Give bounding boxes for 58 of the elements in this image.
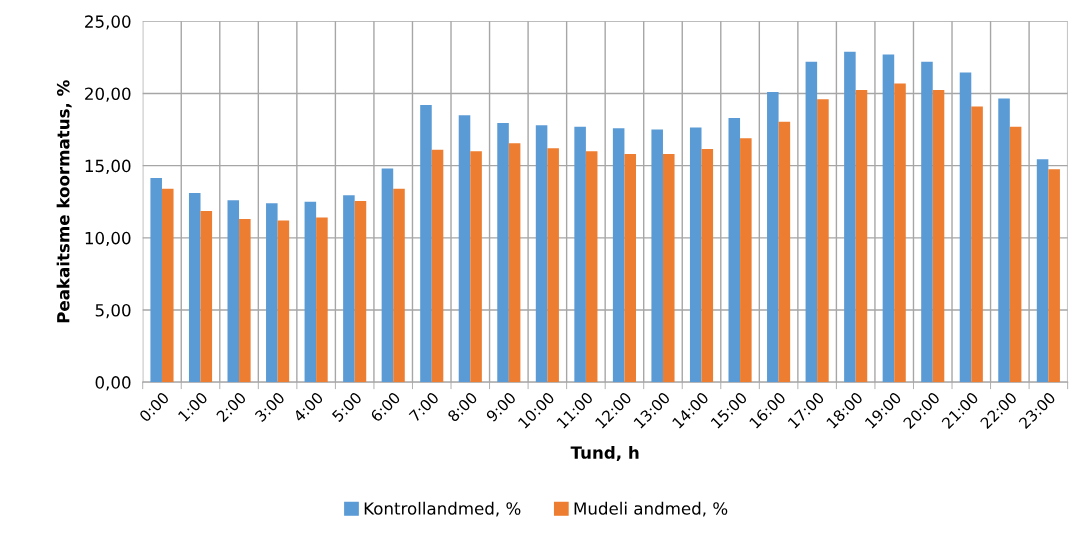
- bar: [188, 193, 201, 383]
- bar: [343, 195, 355, 383]
- y-axis-title: Peakaitsme koormatus, %: [56, 80, 72, 323]
- bar: [817, 99, 829, 383]
- bar: [921, 61, 933, 383]
- y-tick-label: 25,00: [85, 15, 131, 30]
- y-tick-label: 10,00: [85, 231, 131, 247]
- bar: [354, 201, 367, 383]
- y-tick-label: 5,00: [95, 303, 131, 319]
- y-tick-label: 0,00: [95, 376, 131, 391]
- bar: [547, 148, 559, 383]
- y-tick-label: 15,00: [85, 159, 131, 174]
- bar: [855, 89, 868, 383]
- bar: [470, 151, 482, 383]
- bar: [304, 201, 317, 383]
- bar: [1036, 159, 1049, 383]
- bar: [497, 123, 509, 383]
- bar: [740, 138, 752, 383]
- bar: [239, 219, 251, 383]
- bar: [266, 203, 278, 383]
- bar: [959, 72, 972, 383]
- bar: [971, 106, 983, 383]
- bar: [624, 154, 636, 383]
- bar: [535, 125, 548, 383]
- y-tick-label: 20,00: [85, 87, 131, 102]
- bar: [277, 220, 290, 383]
- bar: [767, 92, 779, 383]
- bar: [612, 128, 625, 383]
- bar: [701, 149, 714, 383]
- legend-label: Mudeli andmed, %: [574, 501, 728, 517]
- bar: [508, 143, 521, 383]
- bar: [1048, 169, 1060, 383]
- bar: [805, 61, 818, 383]
- bar: [227, 200, 240, 383]
- bar: [316, 217, 328, 383]
- legend-label: Kontrollandmed, %: [364, 501, 521, 517]
- bar: [844, 51, 856, 383]
- bar: [689, 127, 702, 383]
- bar: [932, 89, 945, 383]
- bar: [894, 83, 906, 383]
- bar: [458, 115, 471, 383]
- bar: [420, 105, 432, 383]
- bar: [393, 188, 405, 383]
- bar: [1009, 126, 1022, 383]
- bar: [431, 149, 444, 383]
- bar: [381, 168, 394, 383]
- bar: [662, 154, 675, 383]
- bar: [200, 211, 213, 383]
- bar: [728, 118, 741, 383]
- bar: [150, 177, 162, 383]
- x-axis-title: Tund, h: [570, 445, 639, 461]
- bar: [998, 98, 1010, 383]
- bar: [651, 129, 663, 383]
- bar: [882, 54, 895, 383]
- bar: [778, 121, 791, 383]
- bar: [574, 126, 586, 383]
- bar: [585, 151, 598, 383]
- bar: [161, 188, 174, 383]
